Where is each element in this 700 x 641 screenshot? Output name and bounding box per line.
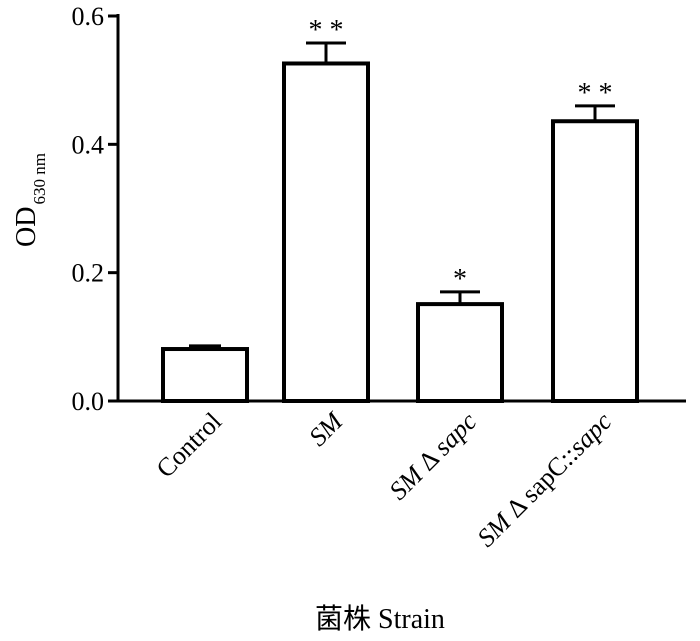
significance-marker: * (453, 264, 467, 295)
y-axis-label-subscript: 630 nm (30, 153, 49, 204)
bars (161, 61, 639, 404)
bar (161, 347, 249, 403)
y-axis-label-main: OD (11, 207, 42, 247)
x-tick-label: SM Δ sapC::sapc (472, 406, 618, 552)
y-axis-label: OD 630 nm (11, 153, 49, 247)
x-axis-label: 菌株 Strain (315, 603, 445, 635)
x-tick-label: Control (151, 407, 228, 484)
significance-marker: * * (578, 78, 613, 109)
bar (551, 119, 639, 403)
y-tick-label: 0.6 (72, 2, 105, 31)
x-tick-label: SM (303, 406, 349, 452)
significance-markers: * * * * * (309, 15, 613, 295)
x-tick-label: SM Δ sapc (384, 406, 483, 505)
y-tick-label: 0.2 (72, 259, 105, 288)
bar (282, 61, 370, 403)
significance-marker: * * (309, 15, 344, 46)
y-tick-label: 0.0 (72, 387, 105, 416)
y-axis-ticks: 0.0 0.2 0.4 0.6 (72, 2, 118, 416)
bar (416, 302, 504, 404)
error-bars (189, 41, 615, 350)
y-tick-label: 0.4 (72, 130, 105, 159)
